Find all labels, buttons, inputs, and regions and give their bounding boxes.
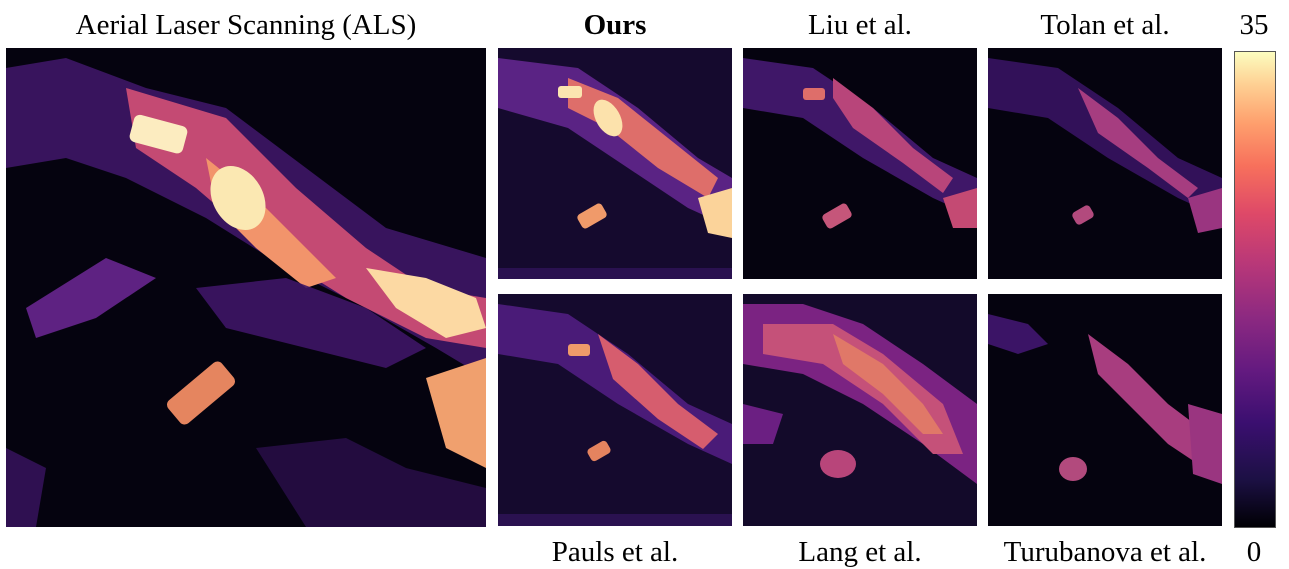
colorbar-min-label: 0 xyxy=(1246,536,1262,568)
als-heightmap xyxy=(6,48,486,527)
colorbar-max-label: 35 xyxy=(1239,9,1269,41)
turubanova-title: Turubanova et al. xyxy=(1003,536,1207,568)
ours-heightmap xyxy=(498,48,732,279)
tolan-title: Tolan et al. xyxy=(1040,9,1170,41)
pauls-heightmap xyxy=(498,294,732,526)
ours-title: Ours xyxy=(583,9,647,41)
pauls-title: Pauls et al. xyxy=(551,536,679,568)
turubanova-heightmap xyxy=(988,294,1222,526)
liu-title: Liu et al. xyxy=(808,9,912,41)
liu-heightmap xyxy=(743,48,977,279)
lang-title: Lang et al. xyxy=(798,536,922,568)
tolan-heightmap xyxy=(988,48,1222,279)
colorbar xyxy=(1234,51,1276,528)
lang-heightmap xyxy=(743,294,977,526)
als-title: Aerial Laser Scanning (ALS) xyxy=(75,9,417,41)
